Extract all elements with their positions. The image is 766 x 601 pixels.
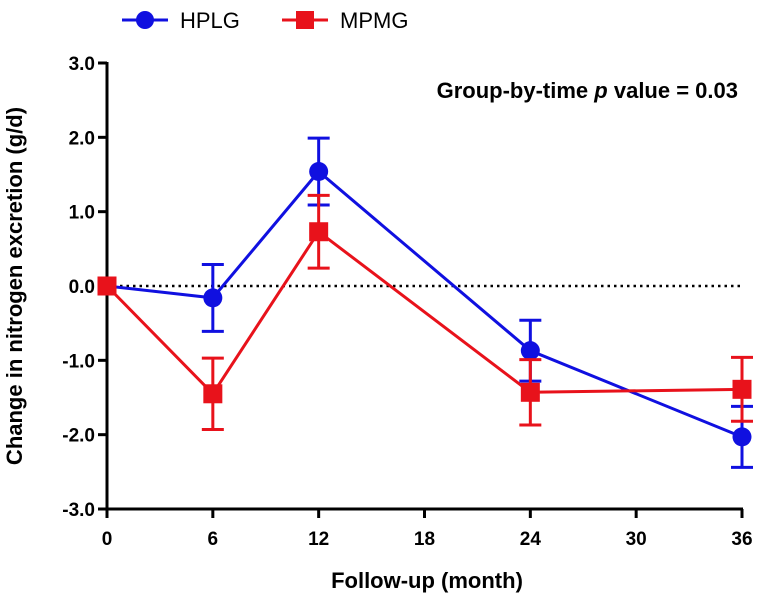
y-tick-label: -1.0 bbox=[62, 351, 95, 372]
y-tick-label: 1.0 bbox=[69, 203, 95, 224]
mpmg-line bbox=[105, 229, 743, 397]
annotation-suffix: value = 0.03 bbox=[608, 78, 738, 103]
hplg-line bbox=[106, 169, 743, 439]
legend-mpmg-marker bbox=[296, 11, 314, 29]
legend-hplg-label: HPLG bbox=[180, 8, 240, 33]
axes: 3.0 2.0 1.0 0.0 -1.0 -2.0 -3.0 0 6 12 18 24 30 36 bbox=[62, 54, 752, 550]
p-value-annotation: Group-by-time p value = 0.03 bbox=[437, 78, 738, 103]
mpmg-point bbox=[309, 222, 329, 242]
y-tick-label: -3.0 bbox=[62, 500, 95, 521]
x-tick-label: 36 bbox=[731, 529, 752, 550]
y-tick-label: 3.0 bbox=[69, 54, 95, 75]
legend-item-mpmg: MPMG bbox=[282, 8, 408, 33]
mpmg-point bbox=[520, 382, 540, 402]
y-axis-title: Change in nitrogen excretion (g/d) bbox=[2, 107, 27, 465]
x-axis-title: Follow-up (month) bbox=[331, 568, 523, 593]
legend-mpmg-label: MPMG bbox=[340, 8, 408, 33]
y-tick-label: 2.0 bbox=[69, 128, 95, 149]
mpmg-point bbox=[203, 384, 223, 404]
hplg-point bbox=[732, 427, 752, 447]
y-tick-label: 0.0 bbox=[69, 277, 95, 298]
legend-hplg-marker bbox=[136, 11, 154, 29]
x-tick-label: 0 bbox=[102, 529, 113, 550]
series bbox=[97, 136, 753, 469]
x-tick-label: 6 bbox=[208, 529, 219, 550]
annotation-prefix: Group-by-time bbox=[437, 78, 595, 103]
series-hplg bbox=[97, 136, 753, 469]
hplg-point bbox=[203, 288, 223, 308]
x-tick-label: 12 bbox=[308, 529, 329, 550]
x-tick-label: 18 bbox=[414, 529, 435, 550]
y-tick-label: -2.0 bbox=[62, 426, 95, 447]
hplg-point bbox=[309, 162, 329, 182]
series-mpmg bbox=[97, 193, 753, 431]
annotation-italic-p: p bbox=[593, 78, 607, 103]
x-tick-label: 30 bbox=[626, 529, 647, 550]
mpmg-point bbox=[97, 276, 117, 296]
legend-item-hplg: HPLG bbox=[122, 8, 240, 33]
mpmg-point bbox=[732, 379, 752, 399]
hplg-point bbox=[520, 341, 540, 361]
legend: HPLG MPMG bbox=[122, 8, 408, 33]
x-tick-label: 24 bbox=[520, 529, 542, 550]
